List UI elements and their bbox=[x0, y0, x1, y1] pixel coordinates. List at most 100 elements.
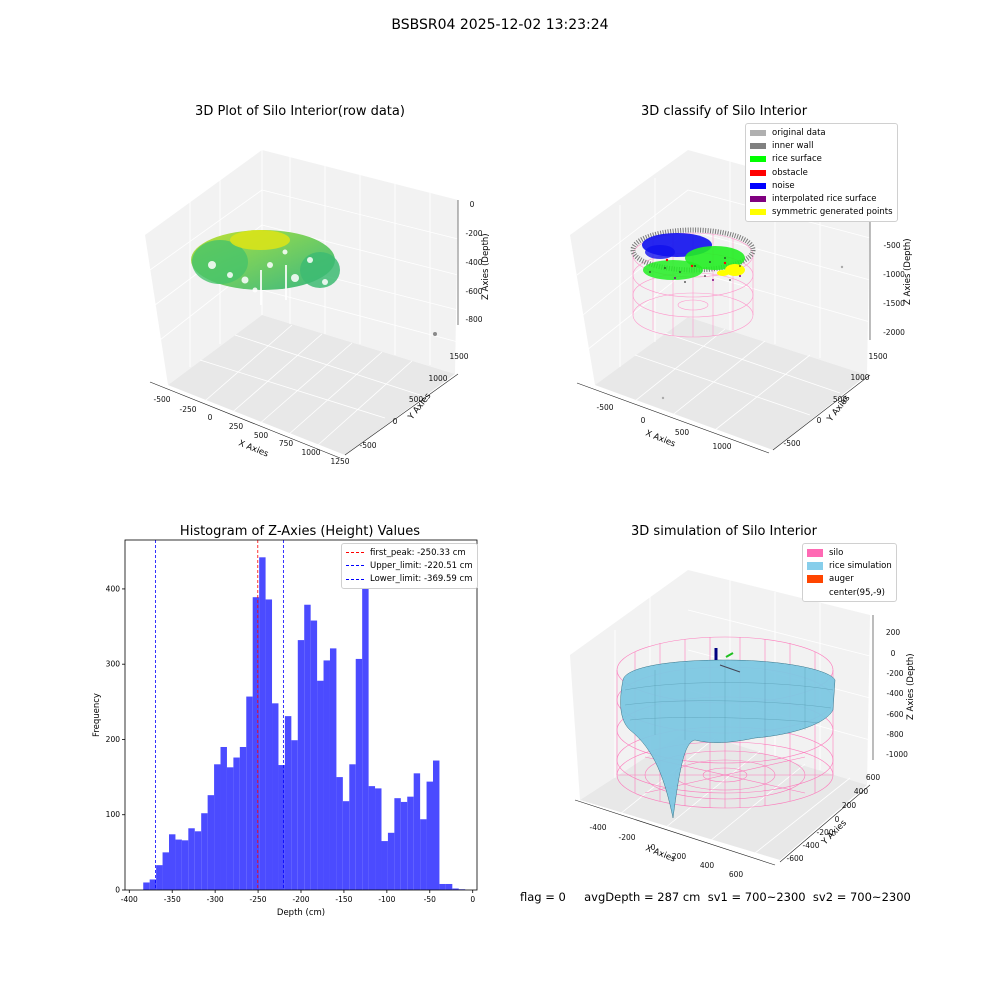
histogram-bar bbox=[317, 680, 324, 890]
histogram-chart: -400 -350 -300 -250 -200 -150 -100 -50 0 0 100 200 3… bbox=[92, 539, 478, 918]
classify-ytick: 0 bbox=[817, 416, 822, 425]
histogram-bar bbox=[336, 777, 343, 890]
histogram-bar bbox=[387, 832, 395, 890]
legend-item-symmetric: symmetric generated points bbox=[750, 206, 893, 219]
classify-ztick: -1000 bbox=[883, 270, 905, 279]
legend-line bbox=[346, 578, 364, 580]
histogram-bar bbox=[265, 599, 273, 890]
raw-zlabel: Z Axies (Depth) bbox=[481, 233, 491, 300]
legend-item-auger: auger bbox=[807, 573, 892, 586]
raw-xtick: 1000 bbox=[301, 448, 320, 457]
simulation-zlabel: Z Axies (Depth) bbox=[906, 653, 916, 720]
histogram-bar bbox=[246, 696, 253, 890]
classify-ytick: 1500 bbox=[868, 352, 887, 361]
raw-ztick: 0 bbox=[470, 200, 475, 209]
histogram-bar bbox=[272, 703, 279, 890]
histogram-bar bbox=[149, 879, 157, 890]
raw-3d-plot: -500 -250 0 250 500 750 1000 1250 -500 0… bbox=[145, 150, 491, 466]
raw-ytick: 0 bbox=[393, 417, 398, 426]
simulation-ytick: -400 bbox=[802, 841, 819, 850]
histogram-bar bbox=[233, 757, 240, 890]
simulation-ztick: -800 bbox=[886, 730, 903, 739]
simulation-ztick: -400 bbox=[886, 689, 903, 698]
histogram-xtick-label: -100 bbox=[378, 895, 395, 904]
simulation-ytick: 0 bbox=[835, 815, 840, 824]
classify-xtick: 1000 bbox=[712, 442, 731, 451]
histogram-bar bbox=[169, 834, 176, 890]
raw-xtick: -250 bbox=[179, 405, 196, 414]
legend-swatch bbox=[807, 575, 823, 584]
histogram-bar bbox=[207, 795, 215, 890]
simulation-legend: silo rice simulation auger center(95,-9) bbox=[802, 543, 897, 603]
histogram-bar bbox=[304, 604, 311, 890]
inner-wall-points bbox=[630, 227, 756, 273]
classify-ytick: 1000 bbox=[850, 373, 869, 382]
histogram-bar bbox=[439, 883, 446, 890]
histogram-bar bbox=[368, 786, 376, 890]
classify-xlabel: X Axies bbox=[644, 429, 677, 450]
histogram-bar bbox=[259, 557, 266, 890]
classify-ytick: 500 bbox=[833, 395, 848, 404]
raw-ztick: -800 bbox=[465, 315, 482, 324]
simulation-3d-plot: -400 -200 0 200 400 600 -600 -400 -200 0… bbox=[570, 570, 916, 879]
simulation-xtick: -200 bbox=[618, 833, 635, 842]
raw-plot-title: 3D Plot of Silo Interior(row data) bbox=[195, 104, 405, 119]
legend-swatch bbox=[807, 548, 823, 557]
histogram-bar bbox=[226, 767, 234, 890]
simulation-ytick: 600 bbox=[866, 773, 881, 782]
legend-item-inner-wall: inner wall bbox=[750, 139, 893, 152]
histogram-bar bbox=[407, 796, 414, 890]
histogram-bar bbox=[252, 597, 260, 890]
legend-swatch bbox=[807, 588, 823, 597]
histogram-bar bbox=[201, 813, 208, 890]
histogram-bar bbox=[420, 819, 427, 890]
legend-item-silo: silo bbox=[807, 546, 892, 559]
raw-ytick: -500 bbox=[359, 441, 376, 450]
classify-plot-title: 3D classify of Silo Interior bbox=[640, 104, 808, 119]
histogram-xtick-label: -150 bbox=[335, 895, 352, 904]
raw-xtick: 1250 bbox=[330, 457, 349, 466]
histogram-xlabel: Depth (cm) bbox=[277, 908, 325, 918]
legend-item-original-data: original data bbox=[750, 126, 893, 139]
histogram-xtick-label: -250 bbox=[250, 895, 267, 904]
histogram-bar bbox=[194, 831, 202, 890]
simulation-ytick: 400 bbox=[854, 787, 869, 796]
histogram-title: Histogram of Z-Axies (Height) Values bbox=[179, 524, 421, 539]
legend-line bbox=[346, 552, 364, 554]
histogram-bar bbox=[349, 764, 356, 890]
histogram-bar bbox=[362, 565, 369, 890]
classify-zlabel: Z Axies (Depth) bbox=[903, 238, 913, 305]
classify-xtick: 500 bbox=[675, 428, 690, 437]
raw-ztick: -600 bbox=[465, 287, 482, 296]
legend-swatch bbox=[750, 156, 766, 163]
raw-floor-pane bbox=[168, 315, 455, 455]
legend-item-noise: noise bbox=[750, 179, 893, 192]
rice-surface-points bbox=[643, 246, 745, 283]
histogram-bar bbox=[175, 839, 182, 890]
simulation-ztick: 0 bbox=[891, 649, 896, 658]
histogram-bar bbox=[162, 852, 169, 890]
histogram-bar bbox=[278, 765, 285, 890]
legend-swatch bbox=[750, 209, 766, 216]
histogram-ytick-label: 0 bbox=[115, 886, 120, 895]
histogram-bar bbox=[181, 840, 189, 890]
legend-item-upper-limit: Upper_limit: -220.51 cm bbox=[346, 559, 473, 572]
histogram-bar bbox=[284, 716, 292, 890]
classify-ztick: -2000 bbox=[883, 328, 905, 337]
histogram-legend: first_peak: -250.33 cm Upper_limit: -220… bbox=[341, 543, 478, 589]
histogram-bar bbox=[445, 883, 453, 890]
histogram-bar bbox=[239, 746, 247, 890]
histogram-bar bbox=[310, 620, 318, 890]
histogram-xtick-label: -400 bbox=[121, 895, 138, 904]
histogram-bar bbox=[375, 788, 382, 890]
raw-point-cloud bbox=[191, 230, 437, 336]
raw-ztick: -400 bbox=[465, 258, 482, 267]
histogram-xtick-label: -300 bbox=[207, 895, 224, 904]
legend-item-first-peak: first_peak: -250.33 cm bbox=[346, 546, 473, 559]
raw-ytick: 1500 bbox=[449, 352, 468, 361]
classify-xtick: 0 bbox=[641, 416, 646, 425]
auger-marker bbox=[714, 648, 741, 673]
histogram-ytick-label: 200 bbox=[106, 735, 121, 744]
histogram-bar bbox=[143, 882, 150, 890]
legend-item-lower-limit: Lower_limit: -369.59 cm bbox=[346, 573, 473, 586]
